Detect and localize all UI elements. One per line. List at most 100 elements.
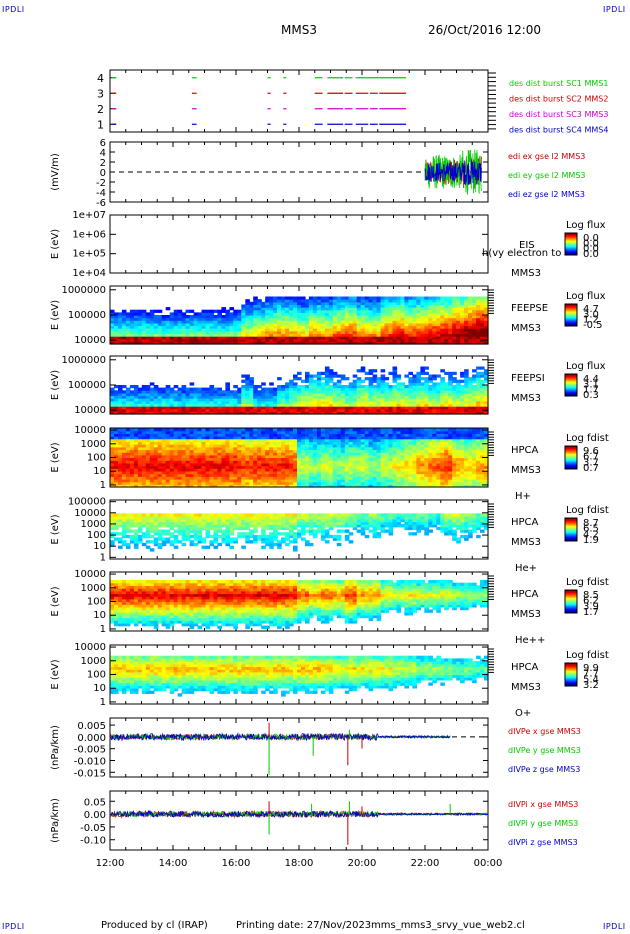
- spectrogram-cell: [384, 387, 390, 391]
- spectrogram-cell: [273, 341, 278, 345]
- spectrogram-cell: [396, 436, 402, 440]
- spectrogram-cell: [380, 374, 386, 378]
- spectrogram-cell: [289, 338, 294, 342]
- spectrogram-cell: [181, 430, 187, 434]
- spectrogram-cell: [316, 392, 322, 397]
- spectrogram-cell: [277, 408, 282, 412]
- spectrogram-cell: [169, 387, 175, 391]
- spectrogram-cell: [189, 481, 195, 485]
- spectrogram-cell: [324, 320, 330, 324]
- spectrogram-cell: [157, 433, 163, 437]
- spectrogram-cell: [444, 322, 449, 327]
- panel-frame-0: [109, 69, 489, 133]
- spectrogram-cell: [364, 411, 370, 415]
- spectrogram-cell: [440, 387, 445, 391]
- spectrogram-cell: [316, 330, 322, 334]
- spectrogram-cell: [233, 468, 238, 472]
- spectrogram-cell: [253, 465, 258, 469]
- spectrogram-cell: [436, 328, 441, 332]
- spectrogram-cell: [332, 444, 338, 448]
- spectrogram-cell: [229, 398, 234, 402]
- spectrogram-cell: [305, 309, 310, 313]
- spectrogram-cell: [380, 476, 386, 480]
- spectrogram-cell: [149, 328, 155, 332]
- spectrogram-cell: [181, 438, 187, 442]
- spectrogram-cell: [364, 430, 370, 434]
- spectrogram-cell: [380, 379, 386, 383]
- spectrogram-cell: [189, 341, 195, 345]
- spectrogram-cell: [193, 444, 199, 448]
- spectrogram-cell: [110, 322, 115, 327]
- spectrogram-cell: [332, 411, 338, 415]
- spectrogram-cell: [436, 392, 441, 397]
- spectrogram-cell: [245, 473, 250, 477]
- spectrogram-cell: [125, 438, 131, 442]
- spectrogram-cell: [118, 452, 123, 456]
- spectrogram-cell: [380, 436, 386, 440]
- spectrogram-cell: [261, 392, 266, 397]
- spectrogram-cell: [456, 403, 461, 407]
- spectrogram-cell: [153, 476, 159, 480]
- spectrogram-cell: [237, 333, 242, 337]
- spectrogram-cell: [213, 433, 219, 437]
- spectrogram-cell: [245, 322, 250, 327]
- spectrogram-cell: [416, 299, 421, 303]
- spectrogram-cell: [464, 408, 469, 412]
- spectrogram-cell: [165, 403, 171, 407]
- spectrogram-cell: [408, 371, 413, 375]
- spectrogram-cell: [476, 371, 481, 375]
- spectrogram-cell: [452, 371, 457, 375]
- spectrogram-cell: [241, 473, 246, 477]
- spectrogram-cell: [404, 341, 409, 345]
- spectrogram-cell: [293, 325, 298, 329]
- spectrogram-cell: [301, 476, 306, 480]
- spectrogram-cell: [352, 304, 358, 308]
- spectrogram-cell: [277, 460, 282, 464]
- spectrogram-cell: [237, 392, 242, 397]
- spectrogram-cell: [253, 446, 258, 451]
- spectrogram-cell: [476, 382, 481, 386]
- spectrogram-cell: [145, 330, 151, 334]
- spectrogram-cell: [396, 428, 402, 432]
- spectrogram-cell: [316, 374, 322, 378]
- spectrogram-cell: [265, 320, 270, 324]
- spectrogram-cell: [372, 325, 378, 329]
- spectrogram-cell: [428, 408, 433, 412]
- spectrogram-cell: [293, 307, 298, 311]
- spectrogram-cell: [261, 444, 266, 448]
- spectrogram-cell: [404, 465, 409, 469]
- spectrogram-cell: [221, 307, 226, 311]
- spectrogram-cell: [380, 473, 386, 477]
- spectrogram-cell: [133, 411, 139, 415]
- spectrogram-cell: [181, 406, 187, 410]
- spectrogram-cell: [245, 320, 250, 324]
- spectrogram-cell: [444, 296, 449, 300]
- spectrogram-cell: [265, 444, 270, 448]
- spectrogram-cell: [269, 307, 274, 311]
- spectrogram-cell: [265, 465, 270, 469]
- spectrogram-cell: [308, 454, 314, 459]
- instrument-label: FEEPSI: [511, 373, 545, 384]
- spectrogram-cell: [245, 452, 250, 456]
- spectrogram-cell: [141, 395, 147, 399]
- spectrogram-cell: [340, 444, 346, 448]
- spectrogram-cell: [205, 462, 211, 467]
- spectrogram-cell: [289, 433, 294, 437]
- spectrogram-cell: [404, 460, 409, 464]
- spectrogram-cell: [424, 309, 429, 313]
- spectrogram-cell: [293, 338, 298, 342]
- spectrogram-cell: [277, 336, 282, 340]
- spectrogram-cell: [301, 328, 306, 332]
- spectrogram-cell: [376, 301, 382, 305]
- spectrogram-cell: [233, 320, 238, 324]
- spectrogram-cell: [380, 325, 386, 329]
- spectrogram-cell: [432, 304, 437, 308]
- spectrogram-cell: [380, 403, 386, 407]
- spectrogram-cell: [344, 444, 350, 448]
- spectrogram-cell: [125, 411, 131, 415]
- spectrogram-cell: [285, 484, 290, 488]
- spectrogram-cell: [161, 465, 167, 469]
- spectrogram-cell: [225, 446, 230, 451]
- spectrogram-cell: [245, 441, 250, 445]
- spectrogram-cell: [352, 446, 358, 451]
